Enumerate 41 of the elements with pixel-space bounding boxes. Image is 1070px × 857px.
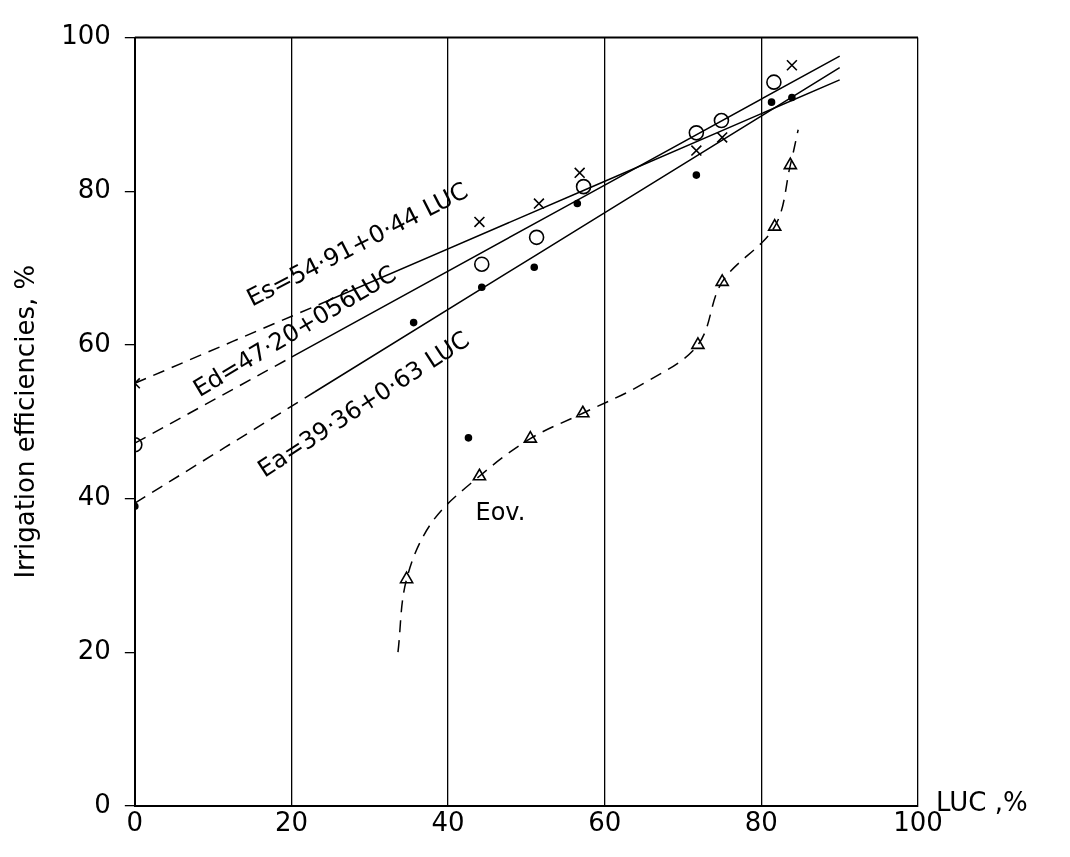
point (575, 178, 592, 195)
point (472, 468, 487, 481)
point (715, 274, 730, 287)
point (716, 131, 728, 144)
point (783, 157, 798, 170)
annotation: Eov. (475, 498, 526, 527)
point (713, 112, 730, 129)
point (573, 167, 586, 179)
y-tick-label: 80 (77, 173, 111, 204)
point (528, 229, 545, 246)
point (575, 405, 590, 418)
point (399, 571, 414, 584)
y-tick-label: 0 (94, 788, 111, 819)
point (766, 74, 782, 90)
y-tick-label: 40 (77, 481, 111, 512)
point (473, 256, 490, 273)
point (692, 171, 701, 179)
point (688, 125, 705, 141)
point (767, 98, 776, 106)
y-tick-label: 20 (77, 634, 111, 665)
point (409, 318, 418, 327)
x-tick-label: 0 (126, 807, 144, 838)
point (573, 199, 582, 208)
point (464, 434, 473, 442)
point (786, 59, 798, 72)
x-tick-label: 40 (431, 807, 465, 838)
x-tick-label: 60 (588, 807, 622, 838)
point (477, 283, 486, 292)
x-tick-label: 20 (274, 807, 309, 838)
x-tick-label: 80 (744, 807, 778, 838)
y-tick-label: 100 (61, 20, 111, 51)
y-tick-label: 60 (77, 327, 111, 358)
point (473, 216, 486, 228)
point (767, 218, 782, 231)
point (530, 263, 539, 272)
point (533, 197, 545, 210)
point (690, 144, 703, 157)
point (788, 93, 796, 102)
point (523, 430, 538, 443)
y-axis-title: Irrigation efficiencies, % (10, 264, 41, 579)
point (691, 337, 705, 350)
